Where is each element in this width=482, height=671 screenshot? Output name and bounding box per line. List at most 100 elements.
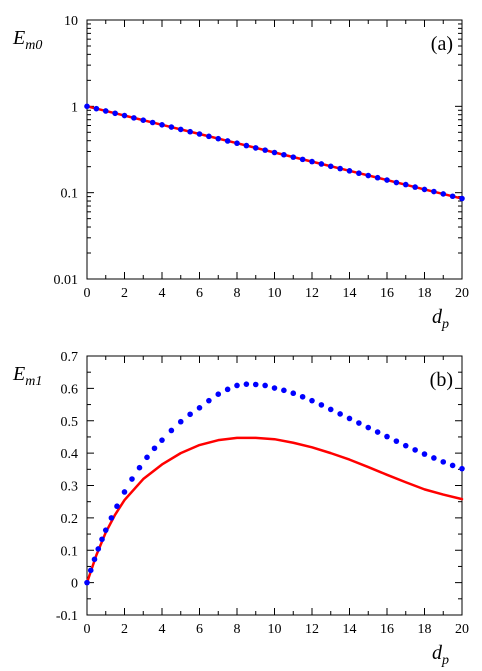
y-tick-label: 0.6 [61,382,79,397]
data-point-a-1 [421,186,428,193]
data-point-a-1 [346,168,353,174]
data-point-b-1 [374,429,381,435]
x-axis-title: dp [432,306,449,332]
data-point-a-1 [84,103,90,110]
data-point-b-1 [402,442,409,449]
data-point-a-1 [309,158,315,165]
x-tick-label: 16 [380,622,394,637]
data-point-b-1 [99,536,105,543]
data-point-b-1 [102,527,109,533]
data-point-b-1 [206,397,212,404]
data-point-a-1 [299,156,306,163]
data-point-b-1 [290,390,297,397]
y-tick-label: 10 [64,14,78,29]
data-point-b-1 [412,447,418,453]
x-tick-label: 12 [305,622,319,637]
data-point-b-1 [431,455,437,461]
data-point-b-1 [271,385,278,391]
data-point-b-1 [281,387,287,394]
data-point-b-1 [337,411,343,417]
x-tick-label: 20 [455,286,469,301]
data-point-b-1 [121,489,128,495]
y-tick-label: 0.1 [61,187,79,202]
x-axis-title: dp [432,642,449,668]
data-point-a-1 [262,147,268,153]
data-point-b-1 [440,459,447,465]
y-axis-title: Em0 [12,27,42,53]
data-point-b-1 [129,476,135,482]
data-point-a-1 [159,122,165,128]
x-tick-label: 4 [159,622,166,637]
data-point-b-1 [87,567,94,574]
data-point-b-1 [108,515,115,521]
data-point-b-1 [196,405,203,411]
x-tick-label: 14 [343,622,357,637]
y-axis-title-main: E [12,363,25,385]
panel-label: (a) [431,33,453,55]
x-tick-label: 14 [343,286,357,301]
data-point-a-1 [374,174,381,181]
data-point-a-1 [431,188,437,195]
x-tick-label: 2 [121,286,128,301]
data-point-a-1 [234,140,240,147]
data-point-a-1 [224,138,231,144]
panel-label: (b) [430,369,453,391]
x-tick-label: 0 [84,286,91,301]
data-point-a-1 [318,161,325,167]
data-point-a-1 [149,119,156,126]
data-point-a-1 [337,165,343,172]
data-point-a-1 [384,177,390,183]
data-point-b-1 [114,503,120,510]
data-point-a-1 [196,131,203,137]
data-point-b-1 [365,424,372,431]
data-point-b-1 [177,418,184,425]
data-point-a-1 [102,108,109,114]
x-axis-title-sub: p [441,317,449,332]
data-point-a-1 [93,105,100,112]
data-point-b-1 [346,415,353,422]
y-tick-label: 0.7 [61,350,79,365]
data-point-b-1 [262,382,268,389]
data-point-b-1 [95,546,102,552]
data-point-b-1 [168,427,175,434]
x-tick-label: 4 [159,286,166,301]
data-point-b-1 [84,579,90,586]
x-tick-label: 8 [234,622,241,637]
data-point-a-1 [140,117,147,123]
x-tick-label: 18 [418,622,432,637]
data-point-b-1 [384,433,390,440]
data-point-a-1 [206,133,212,140]
data-point-a-1 [168,124,175,130]
y-tick-label: -0.1 [56,609,78,624]
data-point-a-1 [243,142,250,149]
data-point-b-1 [318,402,325,408]
data-point-b-1 [309,397,315,404]
y-tick-label: 0.1 [61,544,79,559]
data-point-a-1 [177,126,184,133]
data-point-b-1 [91,556,98,563]
data-point-b-1 [215,391,222,398]
panel-b: 0 2 4 6 8 10 12 14 16 18 20 -0.1 0 0.1 0.2 0.3 0.4 0.5 0.6… [12,350,469,668]
data-point-a-1 [365,172,372,179]
series-line-b-0 [85,436,464,584]
data-point-b-1 [187,411,193,418]
data-point-a-1 [271,149,278,156]
data-point-a-1 [131,115,137,121]
y-tick-label: 0.3 [61,480,79,495]
data-point-b-1 [243,381,250,387]
data-point-b-1 [252,381,259,388]
x-tick-label: 8 [234,286,241,301]
y-axis-title-sub: m1 [25,374,42,389]
plot-frame [86,355,463,616]
data-point-a-1 [187,128,193,135]
data-point-b-1 [151,445,158,452]
data-point-a-1 [215,135,222,142]
data-point-a-1 [290,154,297,160]
data-point-b-1 [393,438,400,444]
x-tick-label: 10 [268,622,282,637]
y-tick-label: 0 [71,577,78,592]
x-tick-label: 20 [455,622,469,637]
data-point-a-1 [440,191,447,197]
data-point-b-1 [144,454,150,461]
data-point-a-1 [449,193,456,200]
